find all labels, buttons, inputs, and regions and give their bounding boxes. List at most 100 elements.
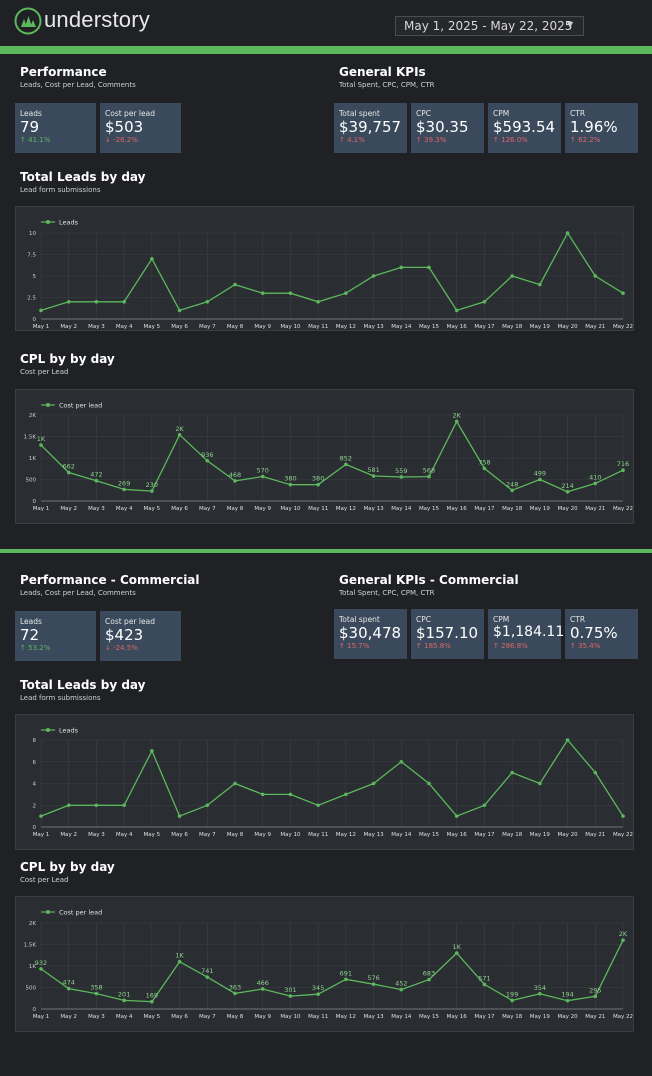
x-tick-label: May 22 (613, 324, 633, 330)
data-label: 571 (478, 974, 490, 982)
kpi-card-cpc[interactable]: CPC $30.35 ↑ 39.3% (411, 103, 484, 153)
kpi-card-cpm[interactable]: CPM $593.54 ↑ 126.0% (488, 103, 561, 153)
data-label: 199 (506, 990, 518, 998)
x-tick-label: May 5 (144, 1014, 161, 1020)
data-point (94, 300, 99, 304)
data-label: 201 (118, 990, 130, 998)
data-point (150, 489, 154, 493)
data-label: 358 (90, 984, 102, 992)
data-point (66, 986, 71, 991)
kpi-card-ctr[interactable]: CTR 0.75% ↑ 35.4% (565, 609, 638, 659)
data-label: 683 (423, 970, 435, 978)
data-label: 214 (561, 482, 573, 490)
arrow-up-icon: ↑ (570, 136, 576, 144)
y-tick-label: 4 (33, 782, 37, 788)
data-label: 410 (589, 473, 601, 481)
data-point (565, 489, 570, 494)
y-tick-label: 0 (33, 317, 37, 323)
x-tick-label: May 19 (530, 324, 551, 330)
arrow-up-icon: ↑ (20, 644, 26, 652)
data-point (233, 991, 237, 996)
x-tick-label: May 17 (474, 1014, 495, 1020)
data-point (344, 462, 348, 467)
x-tick-label: May 6 (171, 506, 188, 512)
x-tick-label: May 2 (60, 324, 77, 330)
kpi-delta: ↓ -24.5% (105, 644, 138, 652)
kpi-card-total-spent[interactable]: Total spent $30,478 ↑ 15.7% (334, 609, 407, 659)
x-tick-label: May 21 (585, 506, 605, 512)
data-point (510, 998, 514, 1003)
data-label: 2K (453, 411, 462, 419)
data-point (150, 749, 154, 753)
x-tick-label: May 8 (227, 832, 244, 838)
date-range-selector[interactable]: May 1, 2025 - May 22, 2025 ▼ (395, 16, 584, 36)
x-tick-label: May 20 (558, 1014, 579, 1020)
data-point (233, 282, 237, 287)
kpi-label: CPM (493, 615, 510, 624)
arrow-down-icon: ↓ (105, 136, 111, 144)
data-point (593, 770, 598, 775)
x-tick-label: May 6 (171, 1014, 188, 1020)
data-label: 269 (118, 479, 130, 487)
kpi-card-cost-per-lead[interactable]: Cost per lead $423 ↓ -24.5% (100, 611, 181, 661)
data-point (399, 265, 404, 270)
data-point (39, 814, 43, 818)
kpis-subtitle: Total Spent, CPC, CPM, CTR (339, 589, 435, 597)
data-label: 852 (340, 454, 352, 462)
x-tick-label: May 22 (613, 832, 633, 838)
leads-chart-panel: Leads 0 2 4 6 8 May 1 May 2 May 3 May 4 May 5 May 6… (15, 714, 634, 850)
x-tick-label: May 10 (280, 324, 301, 330)
kpi-label: Cost per lead (105, 109, 155, 118)
arrow-up-icon: ↑ (339, 136, 345, 144)
kpi-card-ctr[interactable]: CTR 1.96% ↑ 62.2% (565, 103, 638, 153)
kpi-card-cpc[interactable]: CPC $157.10 ↑ 185.8% (411, 609, 484, 659)
data-point (288, 792, 293, 797)
legend-marker (46, 910, 50, 914)
cpl-chart-subtitle: Cost per Lead (20, 368, 69, 376)
legend-label: Leads (59, 727, 79, 735)
kpi-delta: ↑ 41.1% (20, 136, 51, 144)
kpi-card-cpm[interactable]: CPM $1,184.11 ↑ 286.8% (488, 609, 565, 659)
data-label: 169 (146, 992, 158, 1000)
data-point (399, 759, 404, 764)
kpi-label: CPM (493, 109, 510, 118)
kpi-value: $1,184.11 (493, 624, 565, 640)
y-tick-label: 2.5 (27, 296, 36, 302)
x-tick-label: May 8 (227, 1014, 244, 1020)
legend-marker (46, 403, 50, 407)
data-point (66, 470, 71, 475)
series-line (40, 939, 624, 1003)
data-point (94, 991, 99, 996)
data-point (205, 458, 210, 463)
brand-name: understory (44, 7, 150, 32)
data-point (260, 987, 265, 991)
chevron-down-icon: ▼ (567, 20, 574, 29)
legend-marker (46, 220, 50, 224)
data-point (122, 803, 126, 808)
leads-chart-subtitle: Lead form submissions (20, 186, 101, 194)
y-tick-label: 7.5 (27, 253, 36, 259)
kpis-title: General KPIs (339, 65, 426, 79)
kpi-card-leads[interactable]: Leads 79 ↑ 41.1% (15, 103, 96, 153)
data-point (316, 992, 320, 996)
data-point (150, 999, 154, 1004)
data-label: 1K (175, 952, 184, 960)
kpi-value: $593.54 (493, 118, 556, 136)
data-label: 466 (257, 979, 269, 987)
x-tick-label: May 13 (364, 324, 385, 330)
data-label: 1K (453, 943, 462, 951)
kpi-card-total-spent[interactable]: Total spent $39,757 ↑ 4.1% (334, 103, 407, 153)
x-tick-label: May 12 (336, 832, 356, 838)
date-range-text: May 1, 2025 - May 22, 2025 (404, 19, 573, 33)
kpi-card-cost-per-lead[interactable]: Cost per lead $503 ↓ -26.2% (100, 103, 181, 153)
leads-chart-title: Total Leads by day (20, 170, 146, 184)
kpi-card-leads[interactable]: Leads 72 ↑ 53.2% (15, 611, 96, 661)
data-point (621, 938, 625, 942)
x-tick-label: May 17 (474, 832, 495, 838)
data-point (344, 977, 348, 982)
data-label: 758 (478, 458, 490, 466)
series-line (40, 738, 624, 817)
data-point (316, 803, 320, 808)
data-label: 468 (229, 471, 241, 479)
